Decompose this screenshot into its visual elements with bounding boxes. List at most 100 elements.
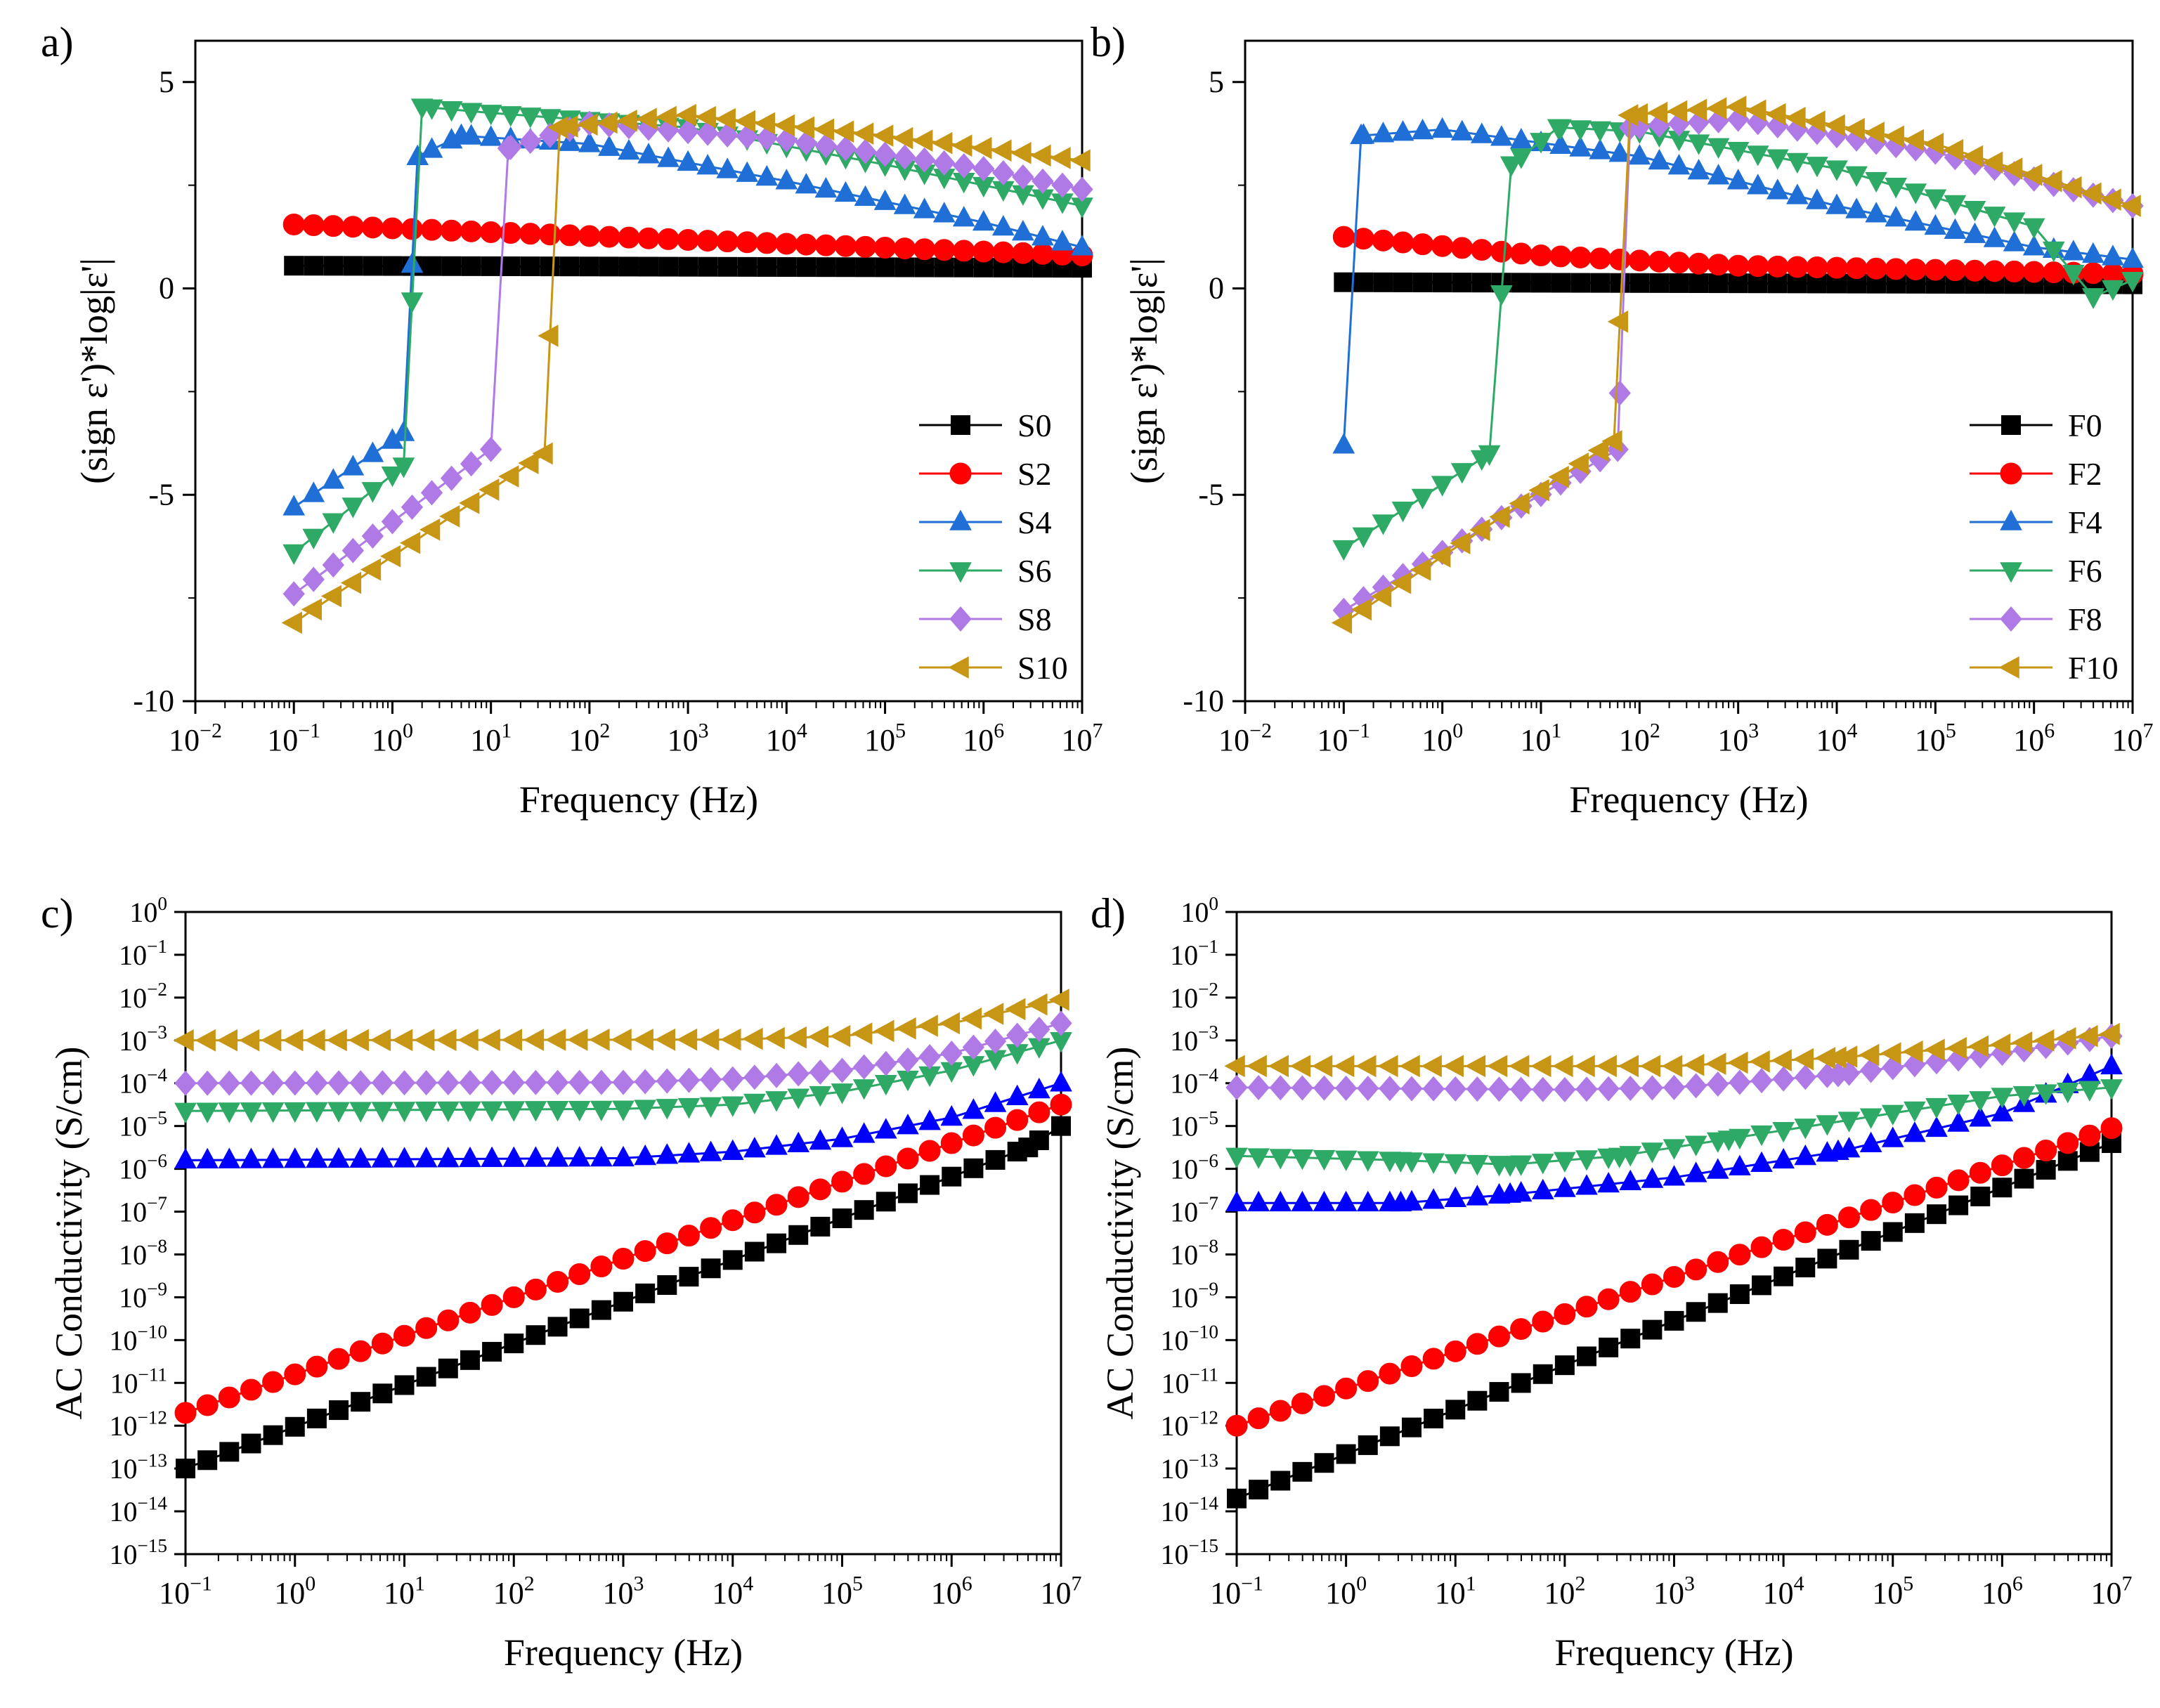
data-point (361, 441, 384, 462)
data-point (875, 1155, 897, 1178)
data-point (700, 1217, 722, 1239)
data-point (2042, 241, 2065, 263)
data-point (414, 1029, 435, 1052)
data-point (524, 1101, 547, 1122)
data-point (1313, 1190, 1336, 1212)
data-point (854, 138, 877, 164)
data-point (1963, 259, 1986, 282)
data-point (1313, 1385, 1335, 1407)
x-tick-label: 103 (603, 1572, 644, 1610)
plot-frame (1244, 39, 2134, 703)
data-point (382, 256, 403, 276)
data-point (1597, 1076, 1620, 1102)
data-point (394, 1375, 415, 1395)
data-point (677, 1142, 701, 1163)
legend-label: S8 (1017, 601, 1052, 637)
data-point (568, 1263, 591, 1285)
data-point (1607, 310, 1629, 333)
series-S10 (281, 103, 1091, 634)
panel-label: a) (41, 19, 74, 65)
data-point (1749, 1050, 1770, 1073)
data-point (349, 1070, 372, 1096)
data-point (736, 161, 759, 182)
data-point (379, 545, 401, 568)
data-point (1865, 171, 1887, 193)
data-point (577, 113, 598, 136)
data-point (1963, 200, 1986, 222)
x-tick-label: 100 (1325, 1572, 1367, 1610)
data-point (940, 1041, 963, 1067)
data-point (1881, 1126, 1904, 1147)
data-point (2061, 176, 2082, 199)
data-point (174, 1402, 197, 1424)
data-point (436, 1147, 460, 1168)
data-point (1649, 273, 1670, 293)
data-point (2100, 1117, 2123, 1140)
data-point (479, 478, 500, 501)
data-point (1863, 122, 1885, 144)
data-point (677, 119, 699, 145)
data-point (370, 1029, 391, 1052)
data-point (1050, 1093, 1072, 1116)
data-point (480, 221, 502, 243)
data-point (1765, 103, 1786, 126)
data-point (2003, 230, 2026, 252)
series-F2 (1225, 1117, 2123, 1437)
data-point (716, 230, 739, 253)
data-point (722, 1209, 744, 1232)
legend-marker (951, 415, 970, 435)
data-point (1904, 1121, 1926, 1142)
data-point (1590, 273, 1611, 293)
data-point (635, 1283, 656, 1303)
data-point (1490, 125, 1513, 146)
data-point (918, 1140, 941, 1162)
data-point (590, 1145, 613, 1167)
data-point (1006, 1022, 1029, 1048)
data-point (1684, 1053, 1705, 1076)
data-point (852, 1122, 876, 1143)
data-point (2102, 280, 2124, 301)
data-point (1689, 273, 1709, 294)
data-point (679, 1267, 699, 1287)
data-point (1806, 256, 1828, 279)
y-tick-label: 10−10 (1160, 1322, 1218, 1357)
data-point (547, 1317, 568, 1337)
data-point (302, 214, 325, 237)
x-axis-title: Frequency (Hz) (1554, 1631, 1793, 1674)
data-point (1570, 273, 1591, 293)
data-point (461, 256, 481, 276)
legend-marker (949, 462, 972, 485)
data-point (1648, 250, 1670, 273)
data-point (612, 1248, 635, 1270)
data-point (1400, 1152, 1423, 1173)
data-point (590, 1256, 613, 1278)
series-line-F6 (1343, 126, 2133, 549)
data-point (873, 189, 897, 210)
data-point (285, 1416, 305, 1437)
data-point (568, 1146, 591, 1167)
data-point (500, 256, 521, 276)
data-point (459, 1301, 481, 1324)
data-point (677, 150, 699, 171)
series-F6 (1225, 1079, 2123, 1178)
data-point (1708, 273, 1729, 294)
x-tick-label: 102 (493, 1572, 535, 1610)
y-tick-label: 10−4 (119, 1064, 167, 1100)
data-point (1806, 188, 1828, 209)
data-point (1601, 430, 1622, 452)
data-point (721, 1139, 744, 1160)
x-tick-label: 106 (963, 719, 1004, 757)
data-point (1373, 272, 1393, 292)
data-point (2062, 264, 2085, 286)
x-tick-label: 104 (712, 1572, 753, 1610)
data-point (1466, 1076, 1489, 1102)
data-point (656, 1068, 678, 1094)
data-point (546, 1069, 569, 1095)
y-axis-title: AC Conductivity (S/cm) (48, 1047, 90, 1420)
data-point (240, 1070, 263, 1096)
data-point (985, 1149, 1006, 1170)
data-point (2099, 1022, 2120, 1045)
data-point (873, 1019, 894, 1043)
data-point (341, 537, 365, 563)
data-point (1946, 1036, 1967, 1060)
